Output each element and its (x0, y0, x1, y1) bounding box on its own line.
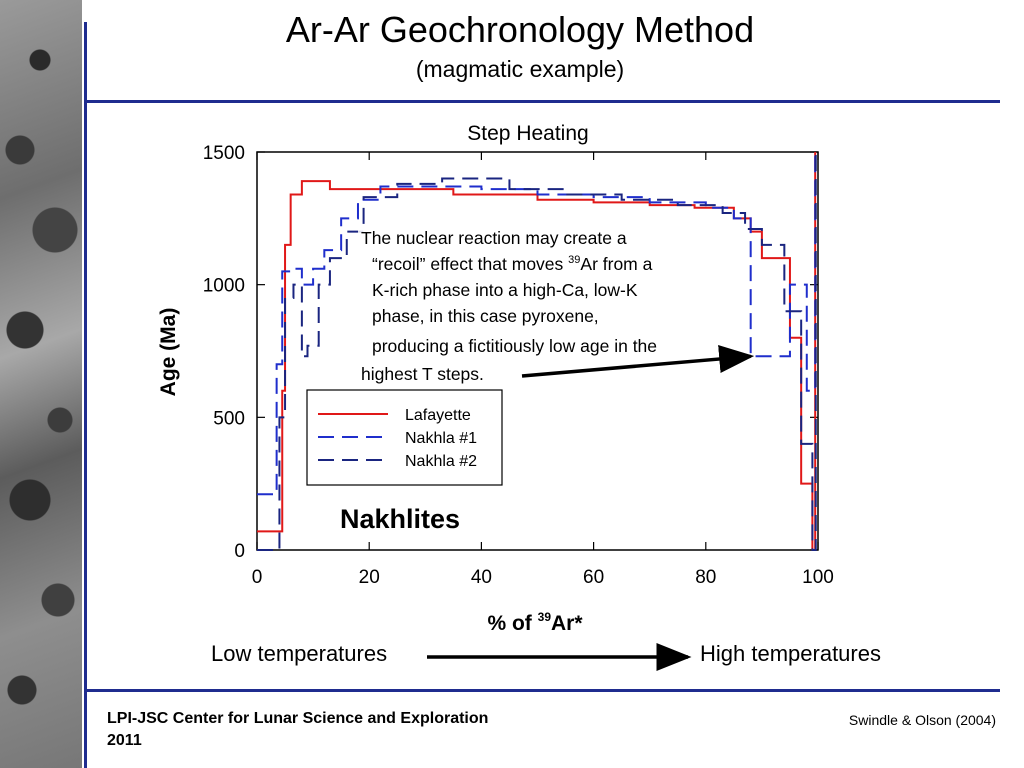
vertical-accent-bar (84, 22, 87, 768)
annotation-line-4: phase, in this case pyroxene, (372, 306, 599, 326)
y-tick-label: 1000 (203, 276, 245, 297)
x-tick-label: 60 (583, 567, 604, 588)
annotation-line-2: “recoil” effect that moves 39Ar from a (372, 254, 653, 274)
footer-divider (84, 689, 1000, 692)
legend-box (306, 389, 503, 486)
recoil-annotation: The nuclear reaction may create a “recoi… (358, 228, 743, 384)
legend-label: Nakhla #1 (405, 430, 477, 447)
legend-label: Lafayette (405, 407, 471, 424)
slide-subtitle: (magmatic example) (415, 56, 625, 82)
chart-title: Step Heating (467, 122, 588, 145)
x-tick-label: 80 (695, 567, 716, 588)
y-axis-label: Age (Ma) (157, 308, 180, 397)
y-tick-label: 500 (213, 408, 245, 429)
x-tick-label: 40 (471, 567, 492, 588)
x-tick-label: 0 (252, 567, 263, 588)
footer-organization: LPI-JSC Center for Lunar Science and Exp… (107, 708, 627, 752)
x-tick-label: 100 (802, 567, 834, 588)
header-divider (84, 100, 1000, 103)
low-temperatures-label: Low temperatures (211, 641, 388, 666)
series-line-nakhla-2 (257, 152, 817, 551)
legend-label: Nakhla #2 (405, 453, 477, 470)
moon-surface-image (0, 0, 82, 768)
y-tick-label: 0 (234, 541, 245, 562)
x-tick-label: 20 (359, 567, 380, 588)
annotation-line-5: producing a fictitiously low age in the (372, 336, 657, 356)
footer-citation: Swindle & Olson (2004) (848, 712, 996, 728)
annotation-line-6: highest T steps. (361, 364, 484, 384)
footer-year: 2011 (107, 732, 142, 749)
slide-title: Ar-Ar Geochronology Method (285, 9, 755, 50)
x-axis-label: % of 39Ar* (487, 610, 583, 635)
y-tick-label: 1500 (203, 143, 245, 164)
annotation-line-1: The nuclear reaction may create a (361, 228, 627, 248)
series-line-nakhla-1 (257, 152, 817, 496)
in-plot-label: Nakhlites (340, 504, 460, 534)
annotation-line-3: K-rich phase into a high-Ca, low-K (372, 280, 638, 300)
high-temperatures-label: High temperatures (700, 641, 881, 666)
footer-org-name: LPI-JSC Center for Lunar Science and Exp… (107, 710, 489, 727)
annotation-arrow (521, 345, 755, 378)
